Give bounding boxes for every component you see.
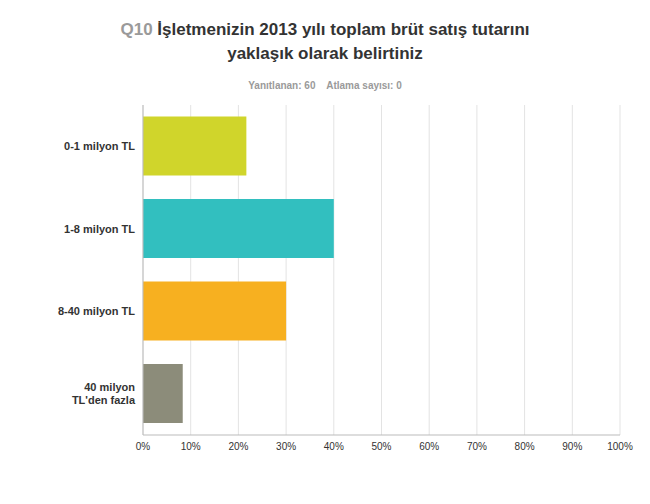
svg-text:8-40 milyon TL: 8-40 milyon TL (58, 305, 135, 317)
svg-text:80%: 80% (515, 441, 535, 452)
svg-text:90%: 90% (562, 441, 582, 452)
svg-text:40%: 40% (324, 441, 344, 452)
svg-text:70%: 70% (467, 441, 487, 452)
svg-text:1-8 milyon TL: 1-8 milyon TL (64, 223, 135, 235)
svg-text:30%: 30% (276, 441, 296, 452)
svg-text:60%: 60% (419, 441, 439, 452)
svg-text:100%: 100% (607, 441, 633, 452)
svg-text:50%: 50% (371, 441, 391, 452)
html-text:Q10 İşletmenizin 2013 yılı top: Q10 İşletmenizin 2013 yılı toplam brüt s… (120, 20, 530, 63)
svg-text:0%: 0% (136, 441, 151, 452)
svg-text:40 milyonTL'den fazla: 40 milyonTL'den fazla (72, 381, 136, 406)
svg-text:20%: 20% (228, 441, 248, 452)
svg-text:0-1 milyon TL: 0-1 milyon TL (64, 140, 135, 152)
svg-text:10%: 10% (181, 441, 201, 452)
html-text:Yanıtlanan: 60 Atlama sayısı:: Yanıtlanan: 60 Atlama sayısı: 0 (248, 80, 402, 91)
